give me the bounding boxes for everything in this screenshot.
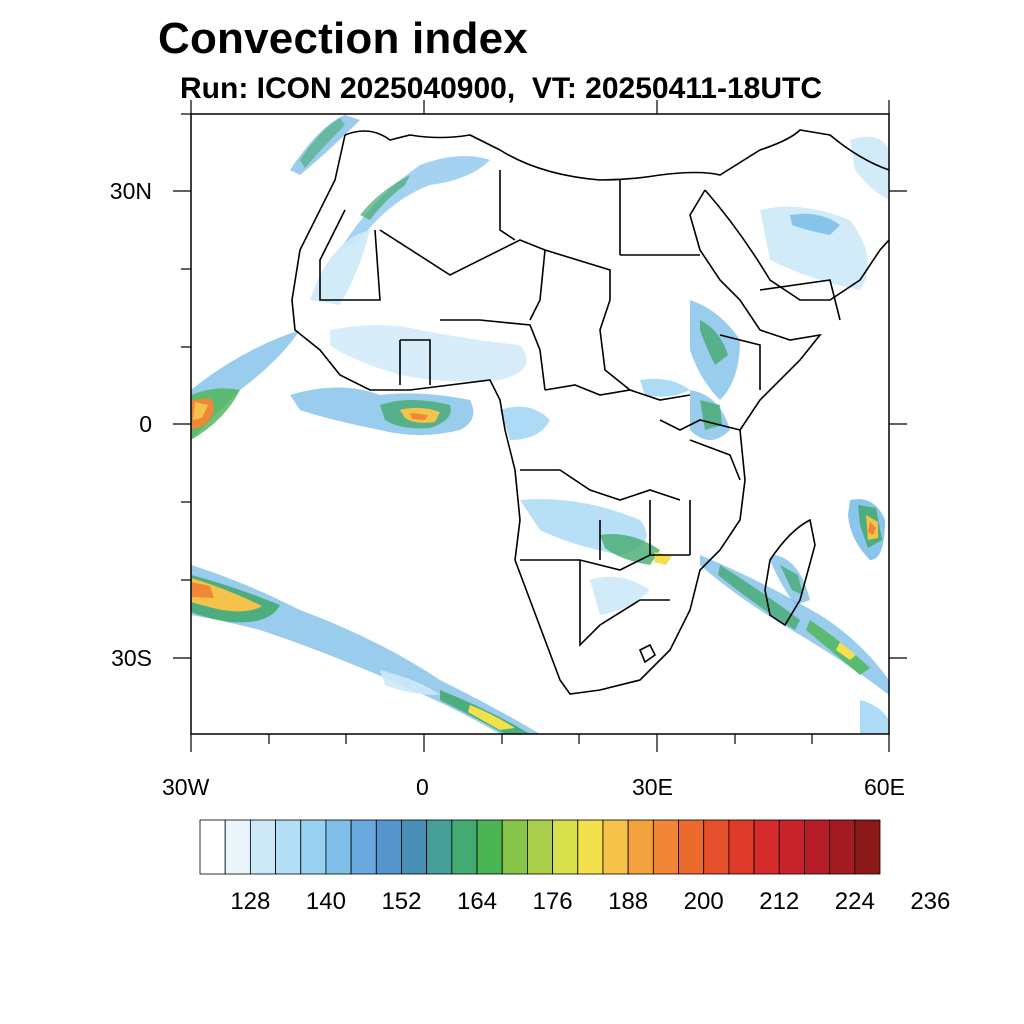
colorbar-box [678,819,705,875]
lon-label-30e: 30E [632,774,673,800]
lat-label-30n: 30N [109,178,152,204]
colorbar-label: 176 [532,888,573,915]
colorbar-label: 140 [305,888,346,915]
lon-label-30w: 30W [162,774,210,800]
colorbar-label: 152 [381,888,422,915]
colorbar-box [778,819,805,875]
lat-label-0: 0 [139,411,152,437]
colorbar-box [829,819,856,875]
colorbar-box [300,819,327,875]
colorbar-box [703,819,730,875]
chart-subtitle: Run: ICON 2025040900, VT: 20250411-18UTC [180,72,822,105]
colorbar-box [527,819,553,875]
colorbar-box [501,819,528,875]
colorbar-box [350,819,377,875]
colorbar-label: 224 [834,888,875,915]
coastlines [291,129,889,695]
colorbar-label: 212 [759,888,800,915]
colorbar-box [249,819,276,875]
colorbar-box [224,819,251,875]
chart-title: Convection index [158,14,528,63]
colorbar-box [199,819,226,875]
colorbar-box [602,819,629,875]
lat-label-30s: 30S [111,645,152,671]
colorbar-box [804,819,831,875]
colorbar-box [426,819,453,875]
colorbar-box [375,819,402,875]
colorbar-label: 236 [910,888,951,915]
colorbar-label: 128 [230,888,271,915]
colorbar-label: 188 [608,888,649,915]
colorbar-box [652,819,679,875]
colorbar-box [753,819,780,875]
colorbar-box [577,819,604,875]
colorbar-label: 200 [683,888,724,915]
colorbar-box [627,819,654,875]
colorbar-box [728,819,755,875]
lon-label-0: 0 [416,774,429,800]
colorbar-box [275,819,302,875]
colorbar-box [854,819,881,875]
convection-field [191,115,889,734]
colorbar-box [401,819,428,875]
colorbar-box [476,819,503,875]
colorbar [199,819,881,875]
colorbar-box [325,819,352,875]
colorbar-box [552,819,579,875]
colorbar-box [451,819,478,875]
axis-ticks [173,100,907,752]
colorbar-label: 164 [457,888,498,915]
lon-label-60e: 60E [864,774,905,800]
